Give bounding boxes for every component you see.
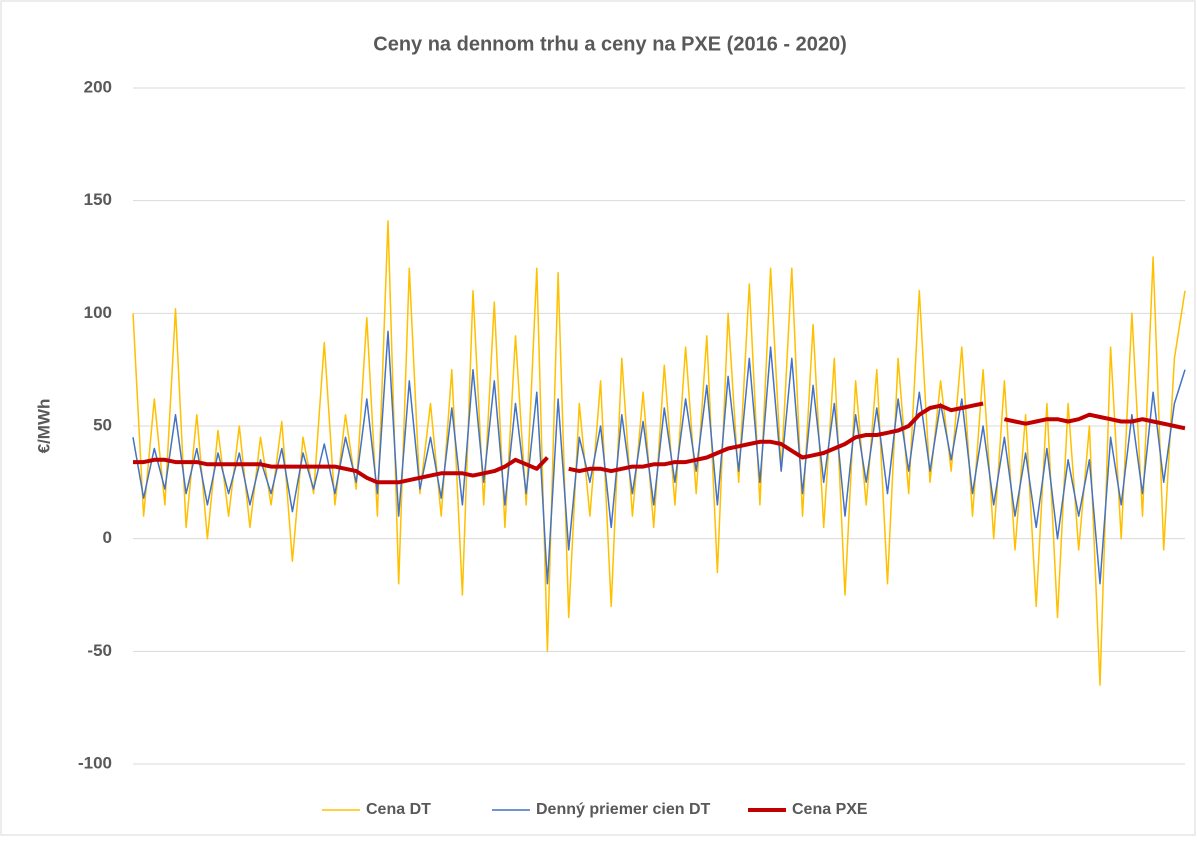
- y-tick-label: -50: [87, 641, 112, 660]
- y-axis-label: €/MWh: [34, 399, 53, 454]
- series-line: [132, 330, 1186, 585]
- y-tick-label: 100: [84, 303, 112, 322]
- y-tick-label: 50: [93, 415, 112, 434]
- y-tick-label: 150: [84, 190, 112, 209]
- y-tick-label: 200: [84, 77, 112, 96]
- legend-label: Denný priemer cien DT: [536, 801, 711, 818]
- legend-label: Cena PXE: [792, 801, 868, 818]
- chart-title: Ceny na dennom trhu a ceny na PXE (2016 …: [373, 33, 847, 55]
- legend-label: Cena DT: [366, 801, 431, 818]
- y-tick-label: 0: [103, 528, 112, 547]
- series-line: [133, 401, 1186, 485]
- y-tick-label: -100: [78, 753, 112, 772]
